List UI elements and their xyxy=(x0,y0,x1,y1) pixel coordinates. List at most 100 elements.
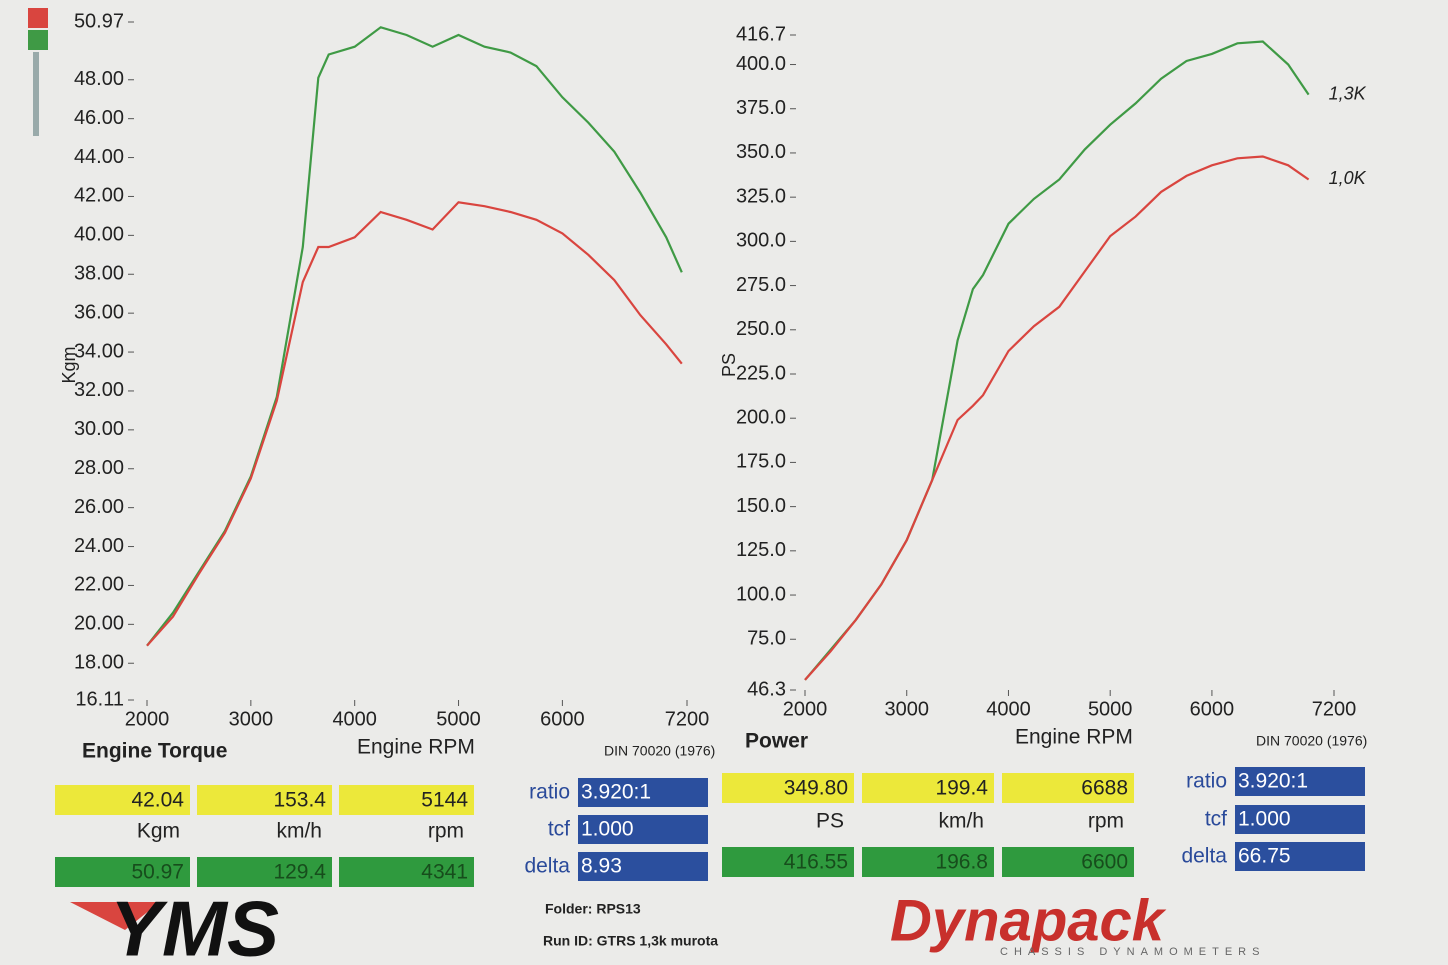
readout-unit: km/h xyxy=(938,810,984,833)
y-tick-label: 225.0 xyxy=(736,362,786,384)
readout-unit: PS xyxy=(816,810,844,833)
y-tick-label: 125.0 xyxy=(736,539,786,561)
param-label: tcf xyxy=(1205,808,1227,831)
y-tick-label: 350.0 xyxy=(736,141,786,163)
y-tick-label: 16.11 xyxy=(75,688,124,710)
readout-box xyxy=(339,857,474,887)
y-tick-label: 20.00 xyxy=(74,613,124,635)
x-tick-label: 2000 xyxy=(125,708,170,730)
logo-mark xyxy=(70,902,160,930)
y-tick-label: 400.0 xyxy=(736,53,786,75)
legend-entry: 1,0K xyxy=(1329,168,1367,188)
y-tick-label: 26.00 xyxy=(74,496,124,518)
y-tick-label: 175.0 xyxy=(736,451,786,473)
readout-box xyxy=(862,773,994,803)
note: DIN 70020 (1976) xyxy=(1256,733,1367,749)
readout-value: 196.8 xyxy=(935,851,988,874)
param-label: ratio xyxy=(529,781,570,804)
readout-value: 153.4 xyxy=(273,789,326,812)
y-axis-label: Kgm xyxy=(59,346,79,383)
readout-unit: Kgm xyxy=(137,820,180,843)
y-tick-label: 44.00 xyxy=(74,146,124,168)
readout-box xyxy=(722,847,854,877)
readout-box xyxy=(55,857,190,887)
x-tick-label: 7200 xyxy=(665,708,710,730)
chart-title: Engine Torque xyxy=(82,740,227,763)
readout-value: 5144 xyxy=(421,789,468,812)
readout-box xyxy=(339,785,474,815)
readout-box xyxy=(197,785,332,815)
folder: Folder: RPS13 xyxy=(545,901,641,917)
param-value: 3.920:1 xyxy=(581,781,651,804)
param-label: ratio xyxy=(1186,770,1227,793)
param-value: 1.000 xyxy=(1238,808,1291,831)
y-axis-label: PS xyxy=(719,353,739,377)
param-label: delta xyxy=(524,855,570,878)
chart-title: Power xyxy=(745,730,808,753)
y-tick-label: 48.00 xyxy=(74,68,124,90)
param-value: 3.920:1 xyxy=(1238,770,1308,793)
readout-value: 4341 xyxy=(421,861,468,884)
y-tick-label: 46.3 xyxy=(747,678,786,700)
x-tick-label: 7200 xyxy=(1312,698,1357,720)
swatch xyxy=(28,30,48,50)
readout-value: 129.4 xyxy=(273,861,326,884)
legend-entry: 1,3K xyxy=(1329,83,1367,103)
x-tick-label: 5000 xyxy=(436,708,481,730)
param-box xyxy=(578,815,708,844)
param-value: 8.93 xyxy=(581,855,622,878)
param-box xyxy=(1235,805,1365,834)
readout-unit: rpm xyxy=(1088,810,1124,833)
y-tick-label: 36.00 xyxy=(74,301,124,323)
series-line xyxy=(146,201,683,647)
readout-box xyxy=(1002,773,1134,803)
swatch xyxy=(28,8,48,28)
readout-value: 6688 xyxy=(1081,777,1128,800)
y-tick-label: 375.0 xyxy=(736,97,786,119)
y-tick-label: 325.0 xyxy=(736,185,786,207)
x-tick-label: 3000 xyxy=(884,698,929,720)
x-tick-label: 6000 xyxy=(540,708,585,730)
y-tick-label: 416.7 xyxy=(736,23,786,45)
readout-unit: km/h xyxy=(276,820,322,843)
y-tick-label: 30.00 xyxy=(74,418,124,440)
readout-box xyxy=(862,847,994,877)
y-tick-label: 42.00 xyxy=(74,185,124,207)
param-box xyxy=(1235,842,1365,871)
x-axis-label: Engine RPM xyxy=(357,736,475,759)
param-box xyxy=(1235,767,1365,796)
readout-value: 6600 xyxy=(1081,851,1128,874)
logo-right-sub: CHASSIS DYNAMOMETERS xyxy=(1000,946,1265,958)
y-tick-label: 28.00 xyxy=(74,457,124,479)
y-tick-label: 18.00 xyxy=(74,652,124,674)
y-tick-label: 38.00 xyxy=(74,263,124,285)
readout-value: 42.04 xyxy=(131,789,184,812)
series-line xyxy=(804,155,1310,681)
y-tick-label: 275.0 xyxy=(736,274,786,296)
logo-right: Dynapack xyxy=(890,888,1167,953)
y-tick-label: 32.00 xyxy=(74,379,124,401)
readout-box xyxy=(722,773,854,803)
param-box xyxy=(578,778,708,807)
x-axis-label: Engine RPM xyxy=(1015,726,1133,749)
y-tick-label: 150.0 xyxy=(736,495,786,517)
readout-box xyxy=(55,785,190,815)
y-tick-label: 200.0 xyxy=(736,406,786,428)
y-tick-label: 24.00 xyxy=(74,535,124,557)
y-tick-label: 46.00 xyxy=(74,107,124,129)
x-tick-label: 5000 xyxy=(1088,698,1133,720)
readout-value: 416.55 xyxy=(784,851,848,874)
param-label: delta xyxy=(1181,845,1227,868)
y-tick-label: 40.00 xyxy=(74,224,124,246)
param-box xyxy=(578,852,708,881)
y-tick-label: 250.0 xyxy=(736,318,786,340)
y-tick-label: 75.0 xyxy=(747,628,786,650)
readout-value: 50.97 xyxy=(131,861,184,884)
y-tick-label: 100.0 xyxy=(736,583,786,605)
readout-box xyxy=(1002,847,1134,877)
param-value: 66.75 xyxy=(1238,845,1291,868)
x-tick-label: 4000 xyxy=(332,708,377,730)
readout-unit: rpm xyxy=(428,820,464,843)
note: DIN 70020 (1976) xyxy=(604,743,715,759)
